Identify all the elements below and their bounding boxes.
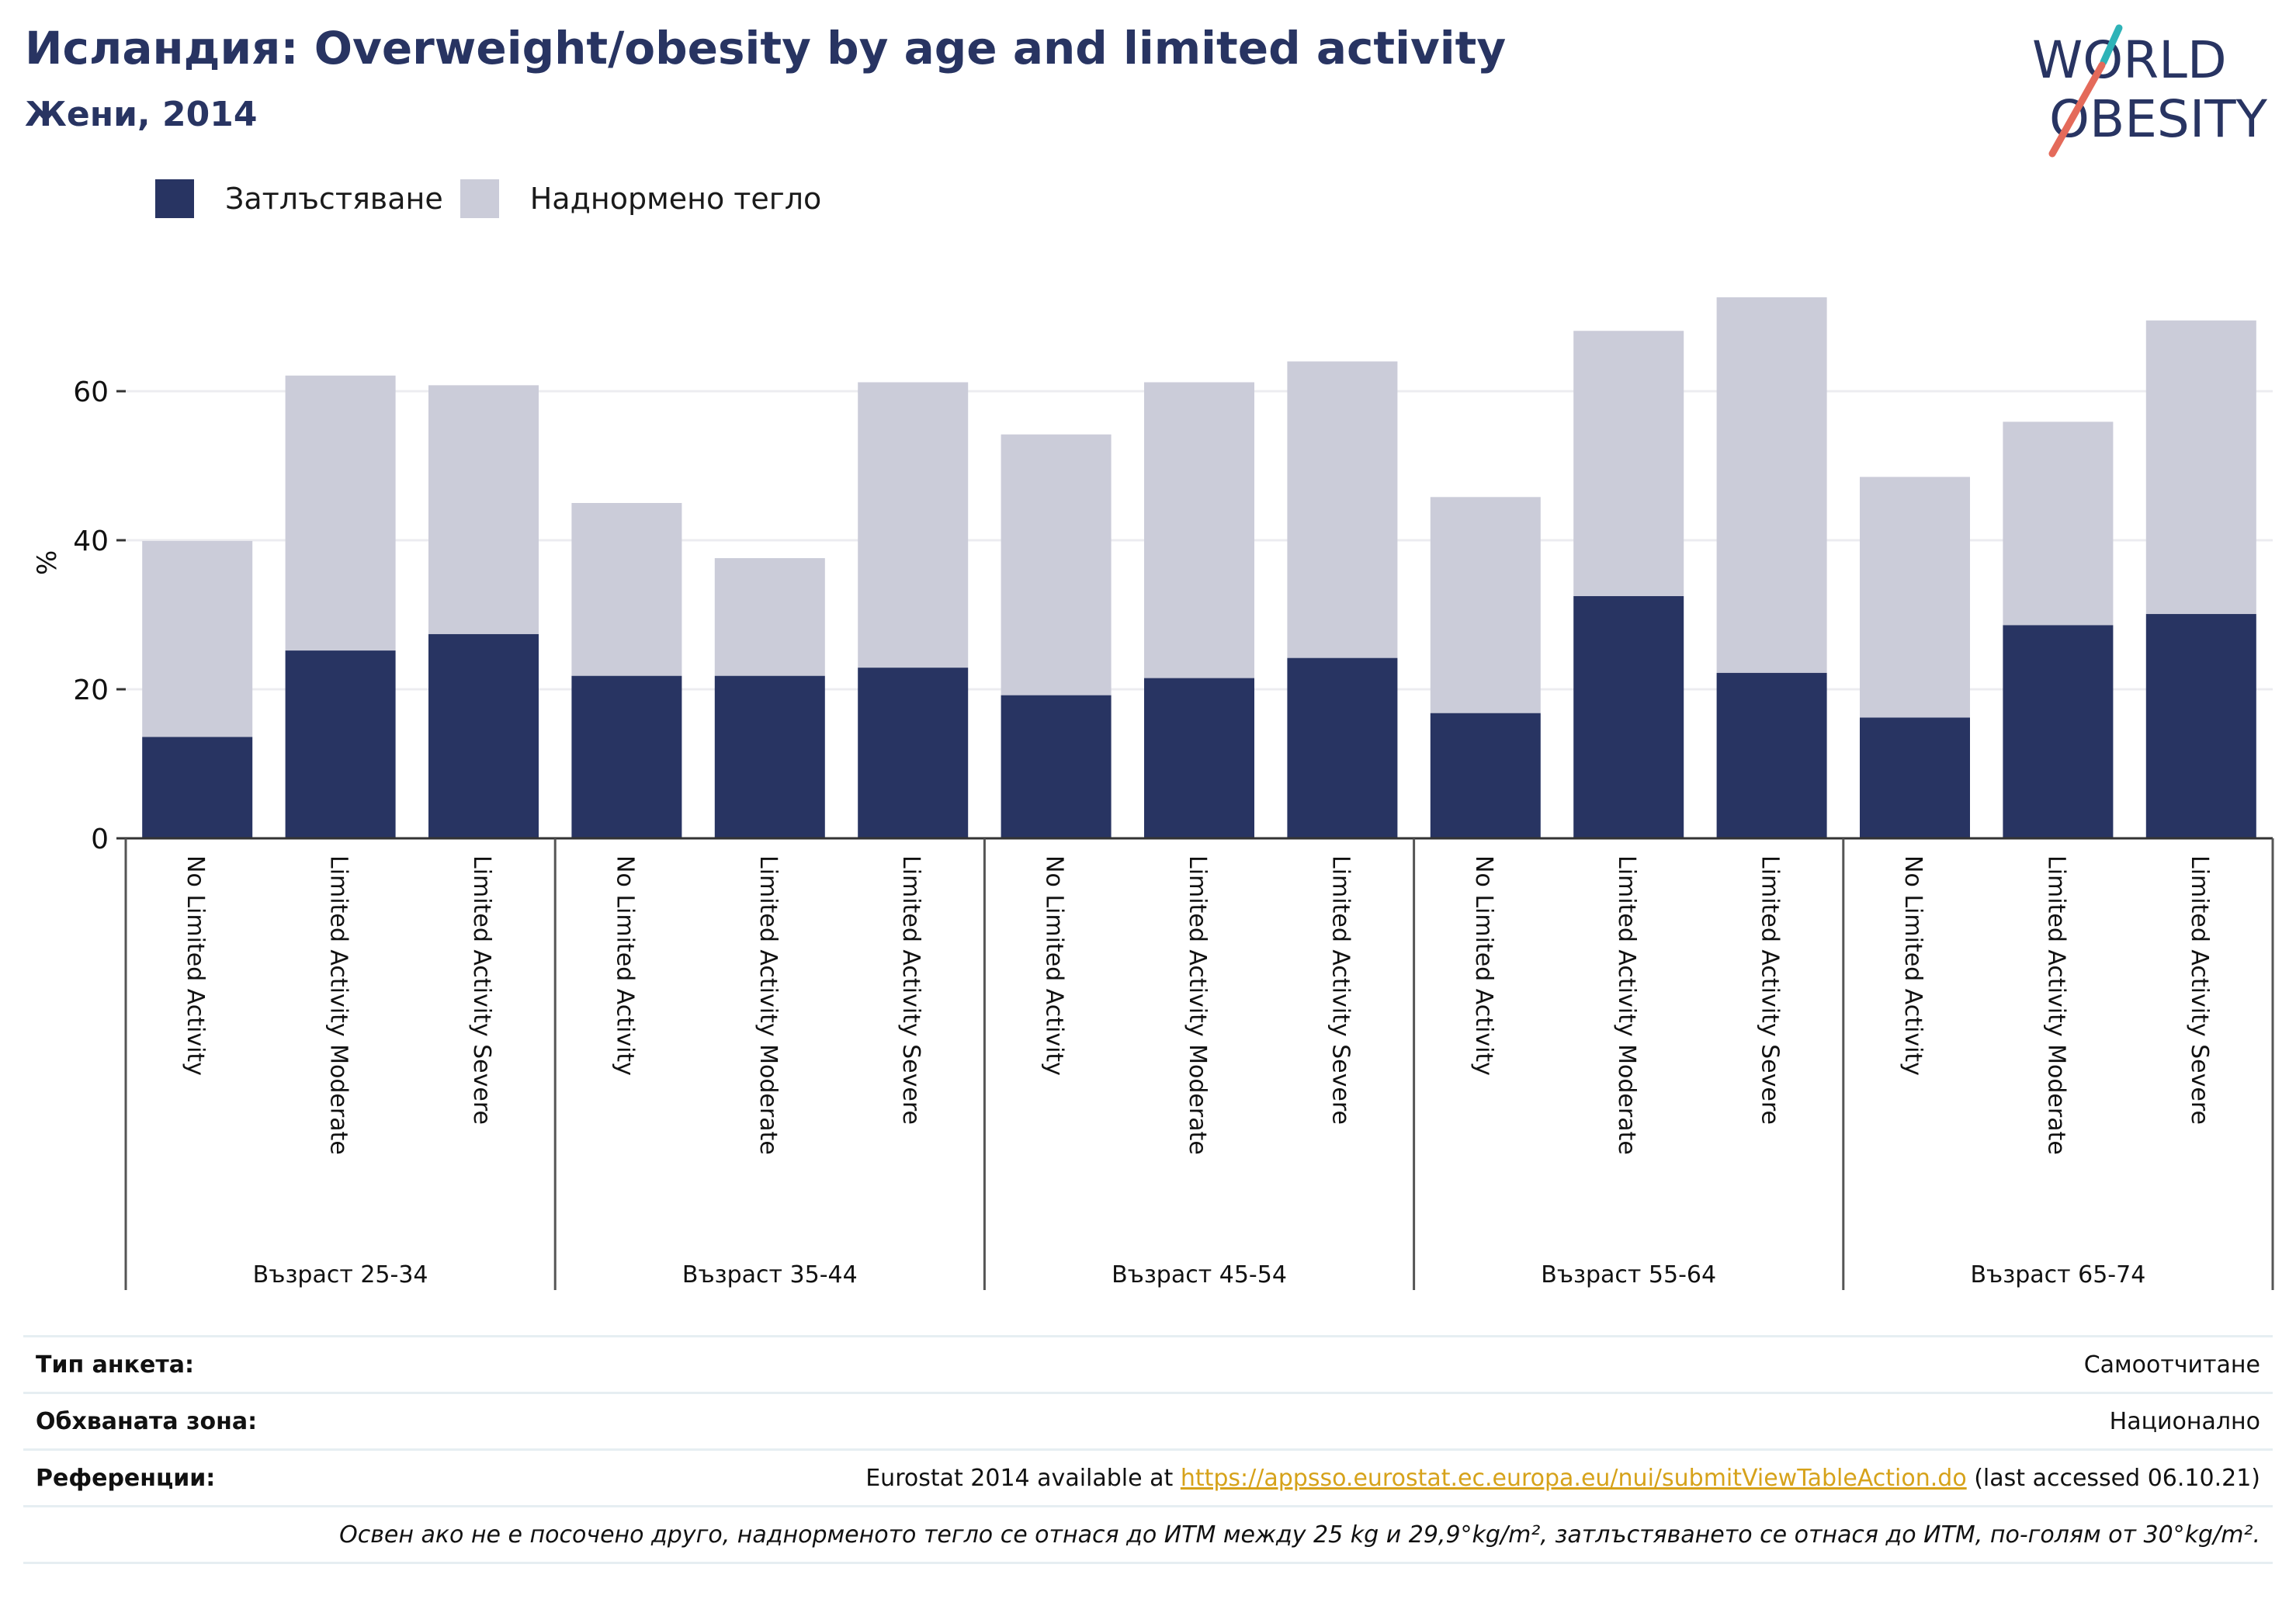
group-label: Възраст 45-54 — [1112, 1261, 1287, 1289]
x-tick-label: Limited Activity Severe — [2186, 855, 2213, 1125]
legend: Затлъстяване Наднормено тегло — [155, 175, 838, 222]
x-tick-label: Limited Activity Severe — [1327, 855, 1354, 1125]
x-tick-label: Limited Activity Moderate — [754, 855, 782, 1155]
survey-type-value: Самоотчитане — [2083, 1351, 2260, 1379]
bar-overweight — [1860, 477, 1970, 718]
bar-obesity — [1287, 657, 1398, 838]
bar-obesity — [1430, 713, 1541, 838]
bar-overweight — [858, 382, 969, 668]
x-tick-label: No Limited Activity — [611, 855, 638, 1076]
legend-item-overweight: Наднормено тегло — [460, 179, 822, 218]
bar-overweight — [2003, 421, 2114, 626]
x-tick-label: No Limited Activity — [182, 855, 209, 1076]
x-tick-label: No Limited Activity — [1041, 855, 1068, 1076]
references-link[interactable]: https://appsso.eurostat.ec.europa.eu/nui… — [1180, 1464, 1967, 1492]
bar-obesity — [1144, 678, 1254, 838]
bar-obesity — [714, 675, 825, 838]
coverage-row: Обхваната зона: Национално — [23, 1392, 2273, 1448]
definition-note-row: Освен ако не е посочено друго, наднормен… — [23, 1505, 2273, 1564]
references-label: Референции: — [36, 1464, 216, 1492]
bar-obesity — [571, 675, 682, 838]
bar-overweight — [1430, 497, 1541, 713]
x-tick-label: Limited Activity Severe — [897, 855, 924, 1125]
group-label: Възраст 35-44 — [682, 1261, 858, 1289]
bar-obesity — [142, 737, 253, 838]
references-value: Eurostat 2014 available at https://appss… — [865, 1465, 2260, 1492]
bar-overweight — [1573, 331, 1684, 596]
bar-overweight — [571, 503, 682, 676]
group-label: Възраст 65-74 — [1970, 1261, 2145, 1289]
bar-obesity — [1001, 695, 1112, 838]
references-prefix: Eurostat 2014 available at — [865, 1464, 1181, 1492]
bar-overweight — [2145, 320, 2256, 615]
bar-obesity — [2145, 614, 2256, 838]
bar-obesity — [285, 650, 396, 838]
x-tick-label: Limited Activity Moderate — [1184, 855, 1211, 1155]
page-title: Исландия: Overweight/obesity by age and … — [25, 22, 1507, 75]
info-table: Тип анкета: Самоотчитане Обхваната зона:… — [23, 1335, 2273, 1564]
y-axis-label: % — [32, 550, 63, 575]
logo-line1: WORLD — [2032, 30, 2227, 90]
bar-overweight — [428, 385, 539, 634]
bar-obesity — [2003, 625, 2114, 838]
x-tick-label: No Limited Activity — [1470, 855, 1497, 1076]
x-tick-label: Limited Activity Severe — [1757, 855, 1784, 1125]
x-tick-label: Limited Activity Severe — [468, 855, 495, 1125]
legend-swatch-obesity — [155, 179, 194, 218]
bar-chart: 0 20 40 60% No Limited Activity Limited Activ… — [32, 297, 2274, 1290]
legend-item-obesity: Затлъстяване — [155, 179, 443, 218]
bar-obesity — [1860, 717, 1970, 838]
x-tick-label: Limited Activity Moderate — [325, 855, 352, 1155]
y-tick-label: 40 — [73, 525, 109, 557]
y-tick-label: 60 — [73, 376, 109, 408]
bar-overweight — [285, 375, 396, 651]
legend-swatch-overweight — [460, 179, 499, 218]
bar-obesity — [428, 633, 539, 838]
group-label: Възраст 55-64 — [1541, 1261, 1716, 1289]
x-tick-label: No Limited Activity — [1899, 855, 1927, 1076]
group-label: Възраст 25-34 — [253, 1261, 428, 1289]
legend-label-obesity: Затлъстяване — [225, 182, 443, 216]
bar-overweight — [1287, 361, 1398, 658]
x-tick-label: Limited Activity Moderate — [2042, 855, 2069, 1155]
y-tick-label: 20 — [73, 675, 109, 706]
bar-obesity — [1716, 672, 1827, 838]
y-tick-label: 0 — [91, 824, 109, 855]
coverage-label: Обхваната зона: — [36, 1407, 258, 1435]
x-tick-label: Limited Activity Moderate — [1613, 855, 1640, 1155]
world-obesity-logo: WORLD OBESITY — [2032, 24, 2268, 158]
bar-obesity — [858, 668, 969, 838]
legend-label-overweight: Наднормено тегло — [529, 182, 822, 216]
bar-overweight — [142, 540, 253, 737]
bar-obesity — [1573, 596, 1684, 838]
bar-overweight — [1144, 382, 1254, 678]
references-suffix: (last accessed 06.10.21) — [1966, 1464, 2260, 1492]
bar-overweight — [714, 558, 825, 676]
coverage-value: Национално — [2109, 1407, 2260, 1435]
survey-type-row: Тип анкета: Самоотчитане — [23, 1335, 2273, 1392]
survey-type-label: Тип анкета: — [36, 1351, 194, 1379]
bar-overweight — [1001, 434, 1112, 695]
bar-overweight — [1716, 297, 1827, 673]
page-subtitle: Жени, 2014 — [25, 95, 258, 134]
references-row: Референции: Eurostat 2014 available at h… — [23, 1448, 2273, 1505]
definition-note: Освен ако не е посочено друго, наднормен… — [339, 1521, 2260, 1549]
